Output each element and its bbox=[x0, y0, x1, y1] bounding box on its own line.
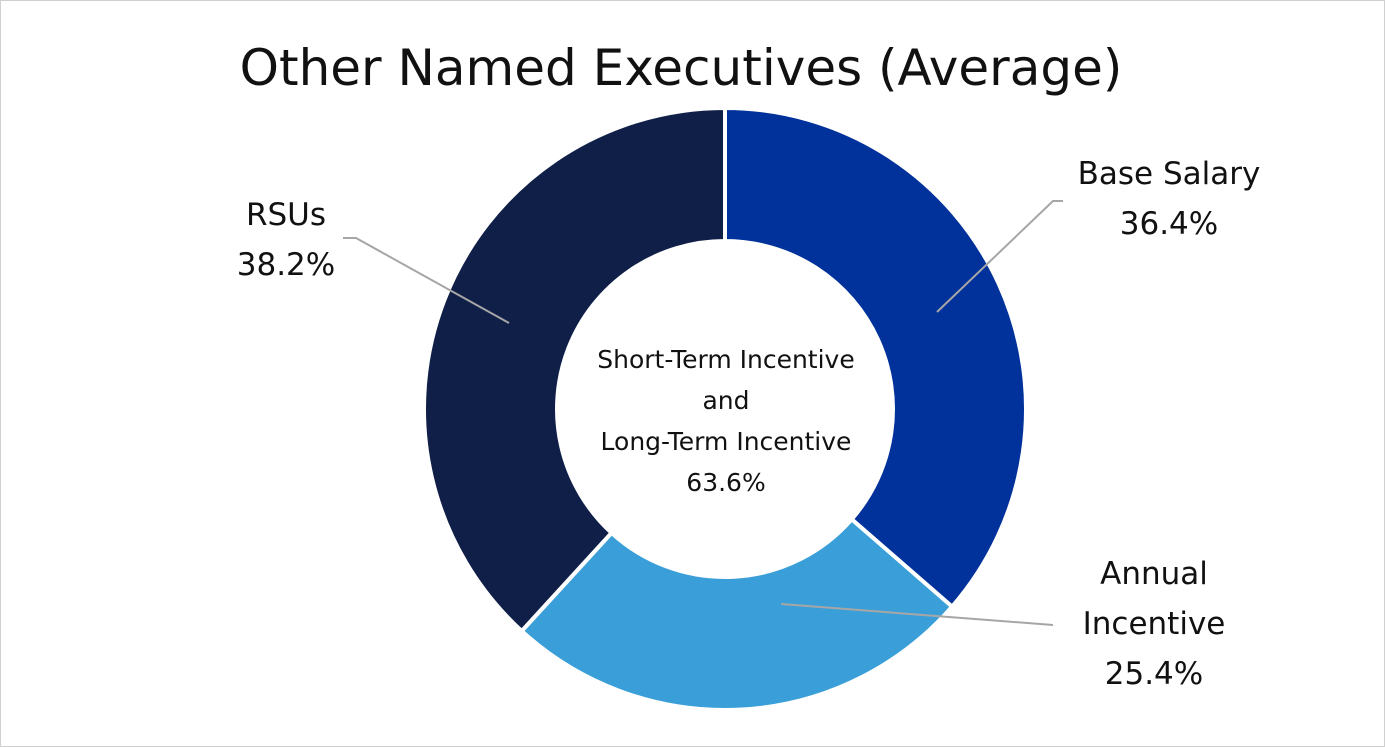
data-label: RSUs 38.2% bbox=[186, 190, 386, 290]
leader-line bbox=[343, 237, 510, 324]
center-text: Long-Term Incentive bbox=[600, 427, 852, 456]
donut-slice bbox=[518, 516, 955, 712]
center-text: and bbox=[702, 386, 750, 415]
donut-slice bbox=[723, 105, 1028, 610]
center-label: Short-Term Incentive and Long-Term Incen… bbox=[597, 339, 854, 503]
category-label: RSUs bbox=[245, 197, 327, 233]
data-label: Base Salary 36.4% bbox=[1039, 149, 1299, 249]
value-label: 36.4% bbox=[1119, 206, 1219, 242]
chart-title: Other Named Executives (Average) bbox=[239, 39, 1123, 97]
center-text: Short-Term Incentive bbox=[597, 345, 855, 374]
value-label: 38.2% bbox=[236, 247, 336, 283]
center-value: 63.6% bbox=[686, 468, 766, 497]
data-label: Annual Incentive 25.4% bbox=[1064, 549, 1244, 699]
leader-line bbox=[936, 200, 1063, 313]
category-label: Annual Incentive bbox=[1082, 556, 1226, 642]
leader-line bbox=[780, 603, 1054, 626]
donut-slice bbox=[422, 105, 727, 634]
value-label: 25.4% bbox=[1104, 656, 1204, 692]
category-label: Base Salary bbox=[1077, 156, 1261, 192]
